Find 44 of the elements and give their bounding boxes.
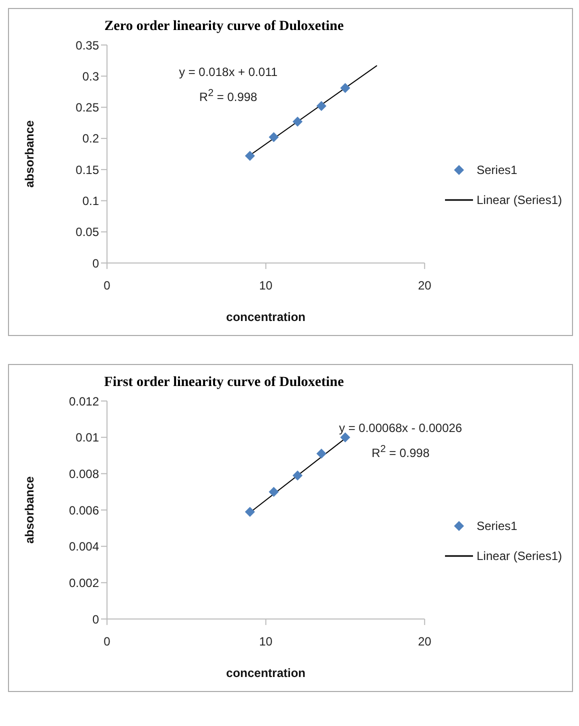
annotation: R$^{2}$ = 0.998	[370, 443, 431, 462]
x-tick-label: 10	[259, 634, 273, 649]
annotation: y = 0.00068x - 0.00026	[339, 420, 462, 437]
y-tick-label: 0.05	[76, 225, 100, 240]
y-tick-label: 0.002	[68, 576, 100, 590]
y-tick-label: 0	[92, 256, 100, 270]
point	[268, 132, 279, 142]
y-tick-label: 0	[92, 612, 100, 626]
legend-label: Series1	[476, 163, 518, 177]
y-tick-label: 0.25	[76, 100, 100, 115]
chart-title: First order linearity curve of Duloxetine	[103, 374, 345, 391]
point	[316, 101, 326, 112]
y-tick-label: 0.006	[68, 503, 100, 518]
y-tick-label: 0.15	[76, 162, 100, 177]
x-tick-label: 20	[418, 278, 432, 293]
legend-label: Linear (Series1)	[476, 549, 562, 563]
x-tick-label: 0	[104, 278, 111, 293]
point	[340, 82, 350, 93]
annotation: y = 0.018x + 0.011	[179, 64, 278, 81]
y-tick-label: 0.1	[82, 194, 100, 208]
legend-label: Linear (Series1)	[476, 193, 562, 207]
point	[244, 150, 255, 161]
y-tick-label: 0.004	[68, 540, 100, 554]
y-axis-title: absorbance	[22, 120, 36, 188]
x-tick-label: 10	[259, 278, 273, 293]
y-tick-label: 0.008	[68, 466, 100, 481]
annotation: R$^{2}$ = 0.998	[198, 87, 258, 106]
chart-title: Zero order linearity curve of Duloxetine	[103, 18, 345, 35]
y-tick-label: 0.01	[76, 430, 100, 445]
point	[292, 116, 303, 127]
y-tick-label: 0.012	[68, 394, 100, 408]
y-tick-label: 0.35	[76, 38, 100, 52]
legend-label: Series1	[476, 519, 518, 533]
x-axis-title: concentration	[226, 310, 306, 324]
y-tick-label: 0.3	[82, 69, 100, 84]
point	[316, 448, 326, 459]
x-tick-label: 20	[418, 634, 432, 649]
point	[268, 486, 279, 497]
y-axis-title: absorbance	[22, 476, 36, 544]
y-tick-label: 0.2	[82, 132, 100, 146]
point	[292, 470, 303, 480]
x-axis-title: concentration	[226, 666, 306, 680]
point	[244, 506, 255, 517]
x-tick-label: 0	[104, 634, 111, 649]
